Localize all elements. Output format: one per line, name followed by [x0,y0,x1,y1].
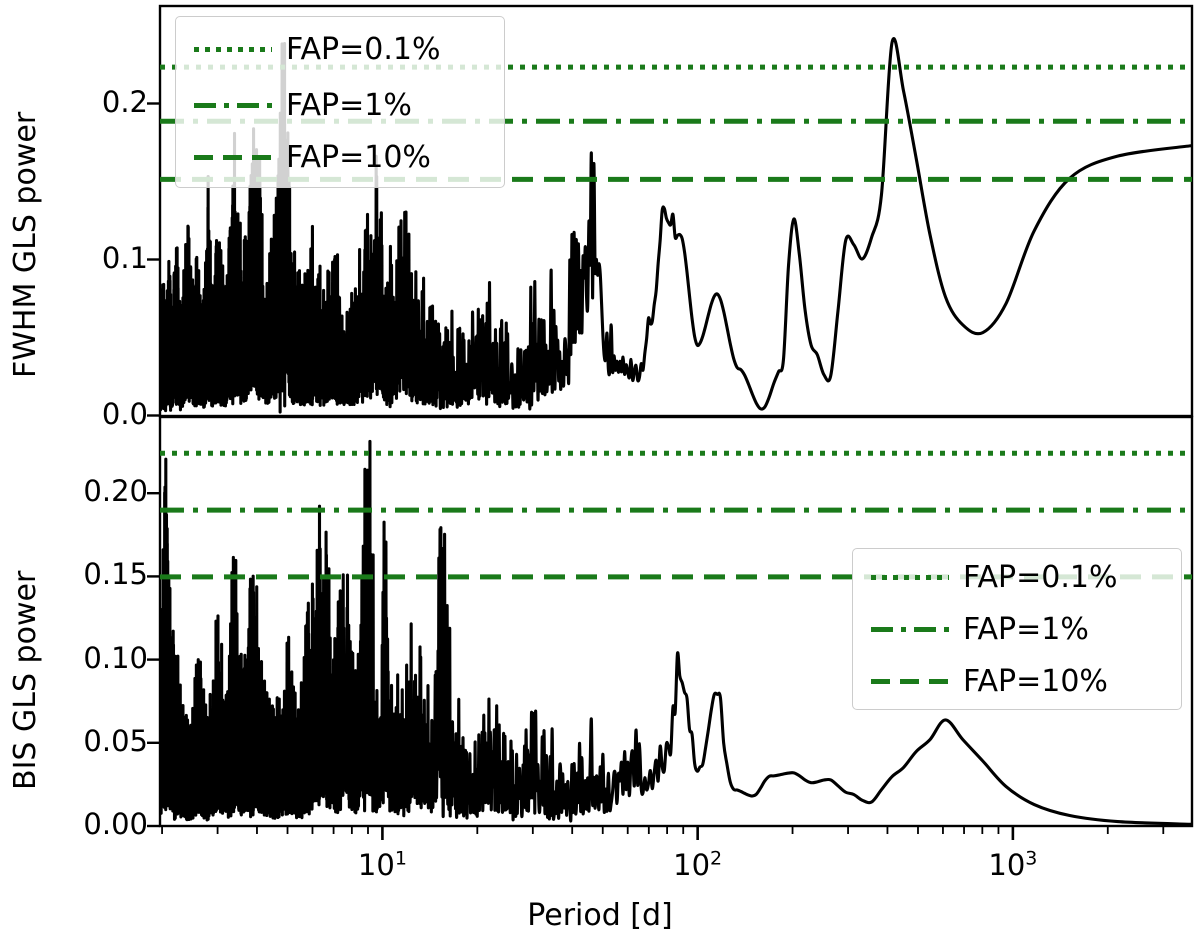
bis-periodogram-curve [160,439,1192,826]
fwhm-y-ticks [147,102,160,417]
period-axis-label: Period [d] [527,898,673,933]
panel-bis-content [160,439,1192,826]
bis-y-ticks [147,492,160,828]
fwhm-legend-item-fap1[interactable]: FAP=1% [194,85,412,125]
bis-legend-label-fap001: FAP=0.1% [963,559,1118,595]
fwhm-legend[interactable]: FAP=0.1% FAP=1% FAP=10% [175,16,505,188]
bis-legend-item-fap001[interactable]: FAP=0.1% [871,557,1117,597]
fwhm-legend-item-fap001[interactable]: FAP=0.1% [194,29,440,69]
dotted-line-icon [871,574,949,580]
fwhm-legend-item-fap10[interactable]: FAP=10% [194,137,431,177]
dashed-line-icon [871,678,949,684]
fwhm-legend-label-fap10: FAP=10% [286,139,431,175]
dash-dot-line-icon [194,102,272,108]
dashed-line-icon [194,154,272,160]
y-tick-label: 0.00 [83,807,148,841]
bis-legend-label-fap1: FAP=1% [963,611,1089,647]
y-tick-label: 0.2 [101,84,148,119]
x-tick-label: 103 [988,847,1038,882]
fwhm-periodogram-curve [160,37,1192,414]
fwhm-legend-label-fap001: FAP=0.1% [286,31,441,67]
y-tick-label: 0.20 [83,474,148,509]
dotted-line-icon [194,46,272,52]
y-tick-label: 0.15 [83,557,148,592]
bis-legend[interactable]: FAP=0.1% FAP=1% FAP=10% [852,548,1182,710]
y-tick-label: 0.05 [83,723,148,758]
y-tick-label: 0.10 [83,640,148,675]
y-tick-label: 0.1 [101,240,148,275]
y-tick-label: 0.0 [101,396,148,431]
bis-legend-item-fap10[interactable]: FAP=10% [871,661,1108,701]
x-tick-label: 102 [673,847,723,882]
bis-legend-item-fap1[interactable]: FAP=1% [871,609,1089,649]
bis-legend-label-fap10: FAP=10% [963,663,1108,699]
bis-fap-lines [160,450,1192,580]
x-tick-label: 101 [357,847,407,882]
period-x-ticks [161,826,1165,840]
fwhm-legend-label-fap1: FAP=1% [286,87,412,123]
dash-dot-line-icon [871,626,949,632]
